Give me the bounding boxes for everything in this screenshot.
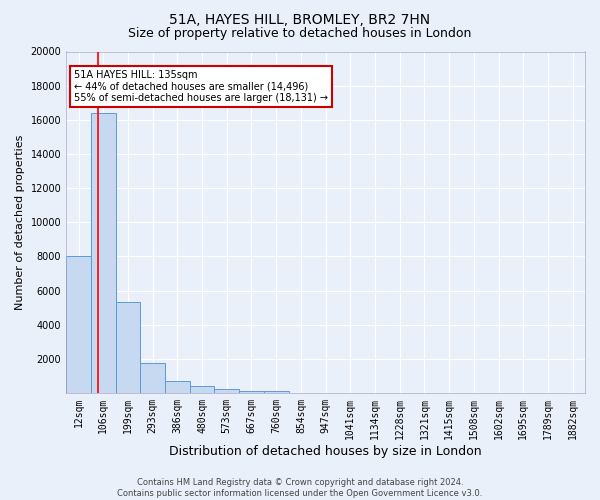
Bar [165,381,190,393]
Bar [190,386,214,393]
Text: 51A, HAYES HILL, BROMLEY, BR2 7HN: 51A, HAYES HILL, BROMLEY, BR2 7HN [169,12,431,26]
X-axis label: Distribution of detached houses by size in London: Distribution of detached houses by size … [169,444,482,458]
Bar [116,302,140,393]
Bar [91,113,116,393]
Text: Size of property relative to detached houses in London: Size of property relative to detached ho… [128,28,472,40]
Bar [66,256,91,393]
Bar [140,363,165,393]
Bar [239,390,264,393]
Text: 51A HAYES HILL: 135sqm
← 44% of detached houses are smaller (14,496)
55% of semi: 51A HAYES HILL: 135sqm ← 44% of detached… [74,70,328,104]
Y-axis label: Number of detached properties: Number of detached properties [15,134,25,310]
Bar [264,391,289,393]
Bar [214,390,239,393]
Text: Contains HM Land Registry data © Crown copyright and database right 2024.
Contai: Contains HM Land Registry data © Crown c… [118,478,482,498]
